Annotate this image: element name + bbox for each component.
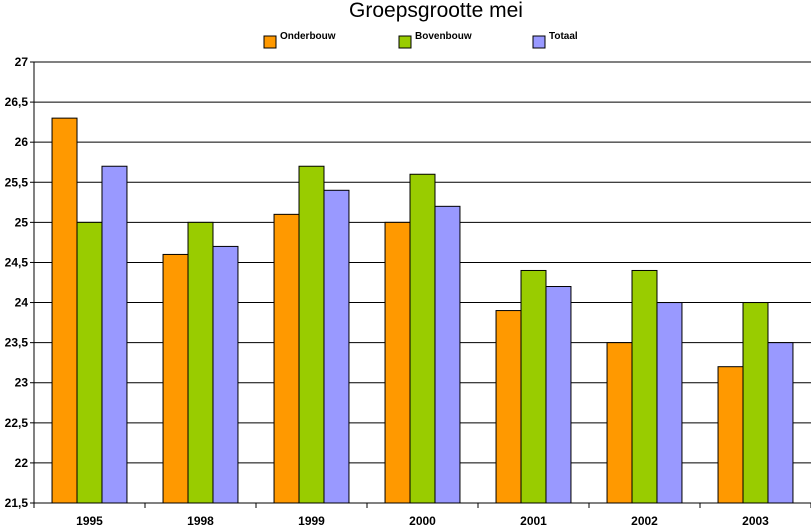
bar-bovenbouw-2003 — [742, 302, 769, 504]
axes — [33, 62, 811, 504]
bar-bovenbouw-1999 — [298, 165, 325, 504]
bar-totaal-1995 — [101, 165, 128, 504]
chart-title: Groepsgrootte mei — [349, 0, 523, 22]
x-tick-label: 2001 — [520, 514, 547, 526]
legend-label-bovenbouw: Bovenbouw — [415, 31, 472, 42]
bar-totaal-1999 — [323, 189, 350, 504]
y-tick-label: 24 — [15, 296, 29, 310]
bars — [51, 117, 794, 504]
bar-bovenbouw-1998 — [187, 221, 214, 504]
y-tick-label: 23 — [15, 376, 29, 390]
bar-bovenbouw-2002 — [631, 269, 658, 504]
bar-totaal-1998 — [212, 245, 239, 504]
legend-label-onderbouw: Onderbouw — [280, 31, 336, 42]
x-tick-label: 2003 — [742, 514, 769, 526]
bar-totaal-2001 — [545, 286, 572, 504]
bar-bovenbouw-2000 — [409, 173, 436, 504]
y-tick-label: 27 — [15, 55, 29, 69]
bar-onderbouw-1999 — [273, 213, 300, 504]
bar-totaal-2002 — [656, 302, 683, 504]
bar-onderbouw-2001 — [495, 310, 522, 504]
y-tick-label: 22,5 — [5, 416, 29, 430]
y-tick-label: 21,5 — [5, 496, 29, 510]
x-tick-label: 2002 — [631, 514, 658, 526]
y-tick-label: 24,5 — [5, 255, 29, 269]
bar-bovenbouw-2001 — [520, 269, 547, 504]
x-tick-label: 2000 — [409, 514, 436, 526]
legend-label-totaal: Totaal — [549, 31, 578, 42]
bar-onderbouw-1995 — [51, 117, 78, 504]
legend-swatch-totaal — [532, 35, 546, 49]
bar-totaal-2003 — [767, 342, 794, 504]
legend: Onderbouw Bovenbouw Totaal — [263, 31, 578, 49]
bar-totaal-2000 — [434, 205, 461, 504]
legend-swatch-bovenbouw — [398, 35, 412, 49]
bar-bovenbouw-1995 — [76, 221, 103, 504]
y-tick-label: 25 — [15, 215, 29, 229]
legend-swatch-onderbouw — [263, 35, 277, 49]
x-tick-label: 1998 — [187, 514, 214, 526]
y-tick-label: 23,5 — [5, 336, 29, 350]
y-tick-label: 25,5 — [5, 175, 29, 189]
bar-onderbouw-2000 — [384, 221, 411, 504]
x-tick-label: 1995 — [76, 514, 103, 526]
x-axis-ticks: 1995 1998 1999 2000 2001 2002 2003 — [33, 503, 811, 528]
bar-onderbouw-2002 — [606, 342, 633, 504]
bar-onderbouw-2003 — [717, 366, 744, 504]
x-tick-label: 1999 — [298, 514, 325, 526]
bar-onderbouw-1998 — [162, 253, 189, 504]
y-tick-label: 22 — [15, 456, 29, 470]
y-tick-label: 26 — [15, 135, 29, 149]
y-tick-label: 26,5 — [5, 95, 29, 109]
y-axis-ticks: 21,5 22 22,5 23 23,5 24 24,5 25 25,5 26 26,5 27 — [5, 55, 34, 510]
